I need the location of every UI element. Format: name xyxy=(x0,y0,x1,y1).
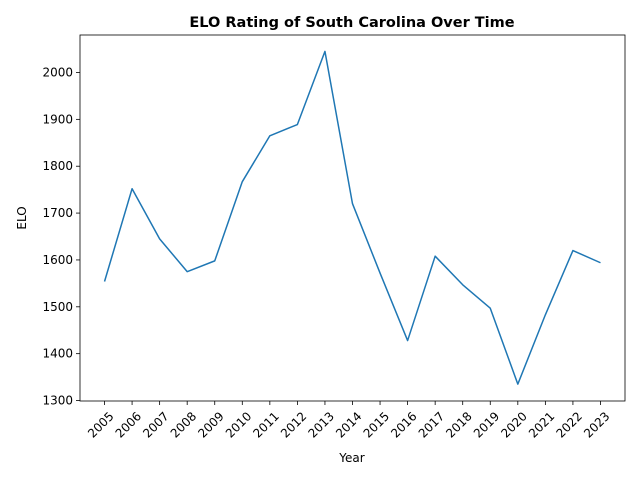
y-tick-label: 1300 xyxy=(42,394,73,408)
y-tick-label: 1600 xyxy=(42,253,73,267)
y-axis-label: ELO xyxy=(15,206,29,229)
x-axis-label: Year xyxy=(338,451,364,465)
chart-title: ELO Rating of South Carolina Over Time xyxy=(189,15,514,31)
y-tick-label: 1500 xyxy=(42,300,73,314)
y-tick-label: 2000 xyxy=(42,65,73,79)
y-tick-label: 1900 xyxy=(42,112,73,126)
y-tick-label: 1800 xyxy=(42,159,73,173)
data-points xyxy=(104,51,601,385)
y-axis: 1300 1400 1500 1600 1700 1800 1900 2000 xyxy=(42,65,80,408)
y-tick-label: 1400 xyxy=(42,347,73,361)
axes-frame xyxy=(79,34,626,402)
y-tick-label: 1700 xyxy=(42,206,73,220)
